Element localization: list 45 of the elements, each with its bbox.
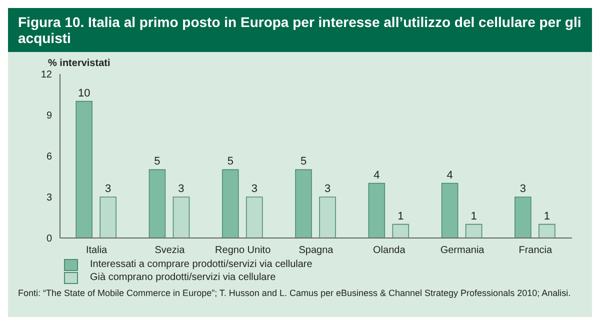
legend-label: Già comprano prodotti/servizi via cellulare (90, 272, 276, 283)
data-label: 4 (374, 169, 380, 182)
legend-label: Interessati a comprare prodotti/servizi via cellulare (90, 259, 312, 270)
bar (441, 182, 458, 238)
y-tick-label: 3 (46, 192, 52, 204)
bar (172, 196, 190, 238)
bar (246, 196, 263, 238)
y-tick-label: 9 (46, 110, 52, 122)
data-label: 3 (520, 183, 526, 195)
bar (392, 224, 410, 238)
y-tick-label: 6 (46, 152, 52, 163)
x-tick-label: Olanda (373, 245, 406, 256)
bar (295, 169, 312, 238)
bar (222, 169, 239, 238)
x-tick-label: Regno Unito (215, 245, 272, 256)
y-tick-label: 12 (40, 70, 52, 81)
data-label: 1 (470, 210, 477, 222)
data-label: 3 (178, 183, 184, 195)
data-label: 10 (78, 87, 90, 100)
data-label: 1 (544, 210, 550, 222)
data-label: 5 (154, 156, 160, 168)
x-tick-label: Svezia (154, 245, 186, 256)
data-label: 3 (324, 183, 331, 195)
data-label: 1 (398, 210, 404, 222)
bar (76, 100, 92, 238)
data-label: 3 (105, 183, 112, 195)
x-tick-label: Spagna (298, 245, 334, 256)
x-tick-label: Francia (518, 245, 553, 256)
bar (148, 169, 166, 238)
chart-title: Figura 10. Italia al primo posto in Europa per interesse all’utilizzo del cellulare per gli acquisti (8, 8, 592, 52)
data-label: 4 (446, 169, 453, 182)
x-tick-label: Germania (440, 245, 485, 256)
y-axis-title: % intervistati (48, 58, 110, 69)
bar (368, 182, 386, 238)
bar (465, 224, 482, 238)
data-label: 5 (227, 156, 234, 168)
data-label: 3 (251, 183, 258, 195)
bar (514, 196, 532, 238)
y-tick-label: 0 (46, 234, 52, 245)
bar (100, 196, 116, 238)
text: Fonti: “The State of Mobile Commerce in Europe”; T. Husson and L. Camus per eBusiness & Channel Strategy Professionals 2010; Analisi. (17, 287, 572, 298)
bar (319, 196, 336, 238)
bar (538, 224, 556, 238)
x-tick-label: Italia (86, 245, 108, 256)
data-label: 5 (300, 156, 307, 168)
